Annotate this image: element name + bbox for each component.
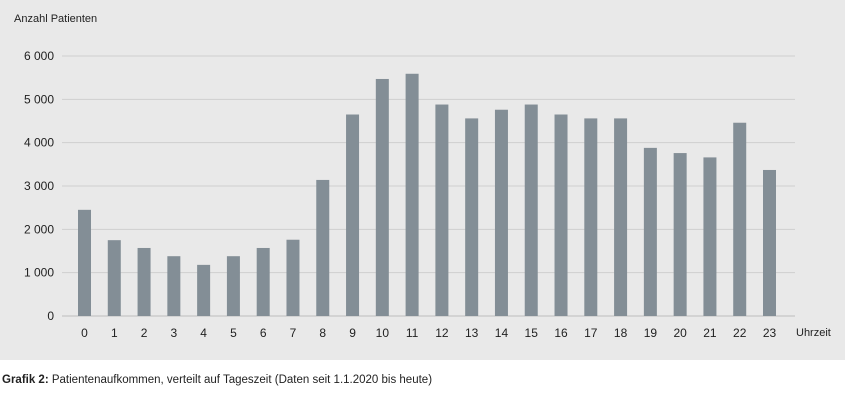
y-tick-label: 6 000 bbox=[24, 49, 54, 63]
bar-hour-2 bbox=[137, 247, 151, 316]
y-tick-label: 5 000 bbox=[24, 92, 54, 106]
caption-text: Patientenaufkommen, verteilt auf Tagesze… bbox=[48, 374, 433, 386]
y-tick-label: 4 000 bbox=[24, 136, 54, 150]
bar-hour-15 bbox=[524, 104, 538, 317]
x-tick-label: 0 bbox=[81, 326, 88, 340]
y-axis-title: Anzahl Patienten bbox=[14, 13, 97, 25]
x-tick-label: 7 bbox=[290, 326, 297, 340]
x-tick-label: 9 bbox=[349, 326, 356, 340]
y-tick-label: 2 000 bbox=[24, 222, 54, 236]
x-tick-label: 18 bbox=[614, 326, 628, 340]
x-tick-label: 13 bbox=[465, 326, 479, 340]
gridlines bbox=[62, 55, 795, 317]
bar-hour-1 bbox=[107, 240, 121, 316]
x-tick-labels: 0 1 2 3 4 5 6 7 8 9 10 11 12 13 14 15 16 17 18 19 20 21 22 23 bbox=[81, 326, 776, 340]
x-tick-label: 15 bbox=[525, 326, 539, 340]
x-tick-label: 20 bbox=[673, 326, 687, 340]
x-tick-label: 1 bbox=[111, 326, 118, 340]
bar-hour-13 bbox=[465, 118, 479, 317]
y-tick-label: 1 000 bbox=[24, 266, 54, 280]
bar-hour-17 bbox=[584, 118, 598, 317]
bar-hour-22 bbox=[733, 122, 747, 316]
y-tick-label: 0 bbox=[47, 309, 54, 323]
bar-hour-23 bbox=[763, 169, 776, 316]
bar-hour-19 bbox=[643, 147, 657, 316]
x-tick-label: 11 bbox=[406, 326, 419, 340]
bar-hour-21 bbox=[703, 157, 717, 316]
bar-hour-10 bbox=[375, 78, 389, 316]
bar-hour-5 bbox=[226, 256, 240, 316]
x-tick-label: 2 bbox=[141, 326, 148, 340]
bar-hour-6 bbox=[256, 247, 270, 316]
bar-hour-16 bbox=[554, 114, 568, 316]
x-tick-label: 3 bbox=[171, 326, 178, 340]
x-tick-label: 4 bbox=[200, 326, 207, 340]
bar-hour-4 bbox=[197, 264, 211, 316]
bar-hour-7 bbox=[286, 239, 300, 316]
bar-hour-12 bbox=[435, 104, 449, 317]
y-tick-labels: 0 1 000 2 000 3 000 4 000 5 000 6 000 bbox=[24, 49, 54, 323]
x-tick-label: 22 bbox=[733, 326, 747, 340]
x-tick-label: 17 bbox=[584, 326, 598, 340]
x-axis-title: Uhrzeit bbox=[796, 327, 831, 339]
bar-hour-9 bbox=[346, 114, 360, 316]
x-tick-label: 12 bbox=[435, 326, 449, 340]
bar-hour-18 bbox=[614, 118, 628, 317]
x-tick-label: 16 bbox=[554, 326, 568, 340]
bar-hour-14 bbox=[494, 109, 508, 316]
bar-hour-11 bbox=[405, 73, 419, 317]
bars bbox=[78, 73, 776, 317]
x-tick-label: 14 bbox=[495, 326, 509, 340]
bar-hour-20 bbox=[673, 153, 687, 316]
bar-hour-3 bbox=[167, 256, 181, 316]
x-tick-label: 10 bbox=[376, 326, 390, 340]
x-tick-label: 23 bbox=[763, 326, 777, 340]
bar-hour-8 bbox=[316, 179, 330, 316]
x-tick-label: 5 bbox=[230, 326, 237, 340]
x-tick-label: 8 bbox=[319, 326, 326, 340]
x-tick-label: 21 bbox=[703, 326, 717, 340]
figure-caption: Grafik 2: Patientenaufkommen, verteilt a… bbox=[2, 374, 432, 386]
caption-label: Grafik 2: bbox=[2, 374, 49, 386]
x-tick-label: 6 bbox=[260, 326, 267, 340]
bar-hour-0 bbox=[78, 209, 91, 316]
y-tick-label: 3 000 bbox=[24, 179, 54, 193]
x-tick-label: 19 bbox=[644, 326, 658, 340]
